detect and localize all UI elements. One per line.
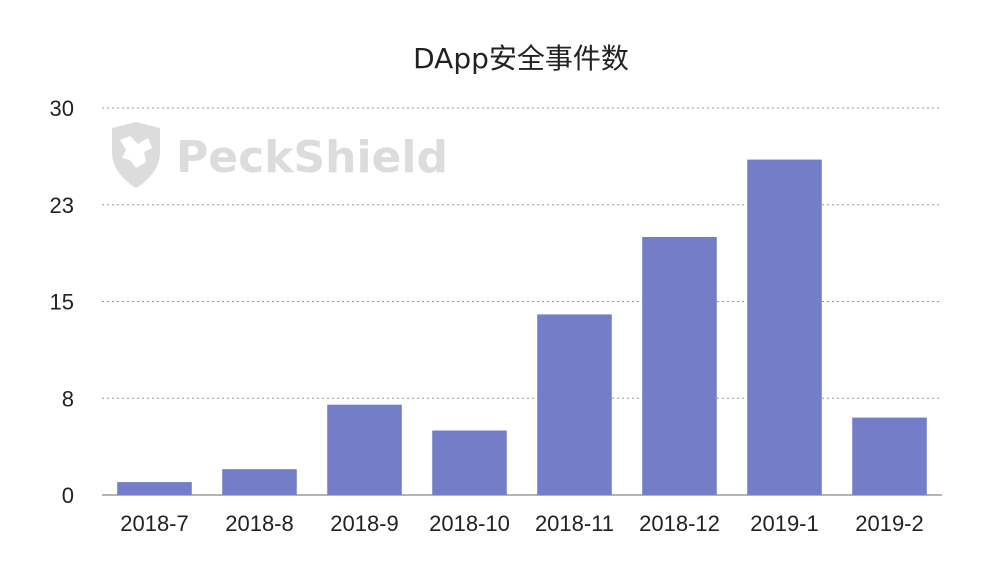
bar-2019-2	[852, 417, 927, 495]
y-tick-label: 23	[50, 193, 74, 218]
x-axis: 2018-7 2018-8 2018-9 2018-10 2018-11 2018-12 2…	[120, 511, 924, 536]
bar-2018-7	[117, 482, 192, 495]
x-tick-label: 2019-2	[855, 511, 924, 536]
x-tick-label: 2018-7	[120, 511, 189, 536]
x-tick-label: 2018-8	[225, 511, 294, 536]
bar-2018-8	[222, 469, 297, 495]
watermark: PeckShield	[112, 122, 448, 188]
x-tick-label: 2018-9	[330, 511, 399, 536]
y-tick-label: 15	[50, 290, 74, 315]
bar-2018-11	[537, 314, 612, 495]
y-tick-label: 30	[50, 96, 74, 121]
x-tick-label: 2018-10	[429, 511, 510, 536]
bar-2019-1	[747, 159, 822, 495]
bar-2018-10	[432, 430, 507, 495]
x-tick-label: 2018-11	[535, 511, 614, 536]
y-tick-label: 0	[62, 483, 74, 508]
chart-title: DApp安全事件数	[413, 42, 629, 75]
bars	[117, 159, 927, 495]
x-tick-label: 2019-1	[750, 511, 819, 536]
bar-2018-9	[327, 404, 402, 495]
bar-2018-12	[642, 237, 717, 495]
y-tick-label: 8	[62, 386, 74, 411]
x-tick-label: 2018-12	[639, 511, 720, 536]
watermark-text: PeckShield	[176, 132, 448, 183]
y-axis: 0 8 15 23 30	[50, 96, 74, 508]
shield-wolf-icon	[112, 122, 160, 188]
